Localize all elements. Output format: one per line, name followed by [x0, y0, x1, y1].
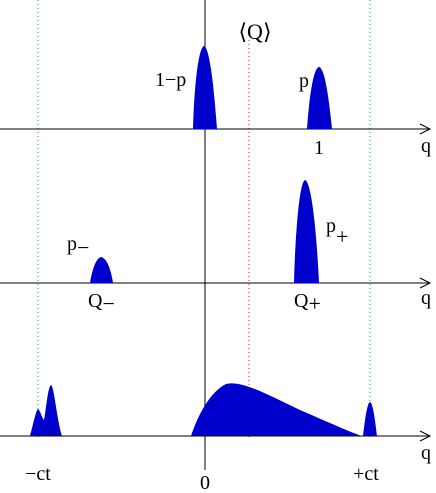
axis-label-bottom: q — [421, 442, 431, 464]
label-p-minus: p− — [67, 233, 89, 260]
label-q-minus: Q− — [88, 290, 115, 316]
label-p-top: p — [299, 70, 309, 92]
peak-middle-left — [90, 257, 113, 283]
label-p-plus: p+ — [326, 215, 348, 249]
tick-label-one: 1 — [314, 137, 324, 159]
spike-bottom-right — [363, 402, 377, 436]
label-minus-ct: −ct — [25, 463, 51, 485]
title-mean-q: ⟨Q⟩ — [238, 19, 271, 44]
axis-middle — [0, 277, 432, 289]
axis-label-middle: q — [421, 287, 431, 309]
axis-label-top: q — [421, 135, 431, 157]
label-q-plus: Q+ — [294, 290, 321, 316]
peak-top-right — [307, 67, 332, 129]
hump-bottom-center — [191, 383, 362, 436]
spike-bottom-left — [30, 385, 62, 436]
peak-top-left — [193, 46, 217, 129]
label-plus-ct: +ct — [353, 463, 379, 485]
peak-middle-right — [294, 180, 319, 283]
label-one-minus-p: 1−p — [155, 69, 186, 91]
label-zero: 0 — [200, 472, 210, 493]
